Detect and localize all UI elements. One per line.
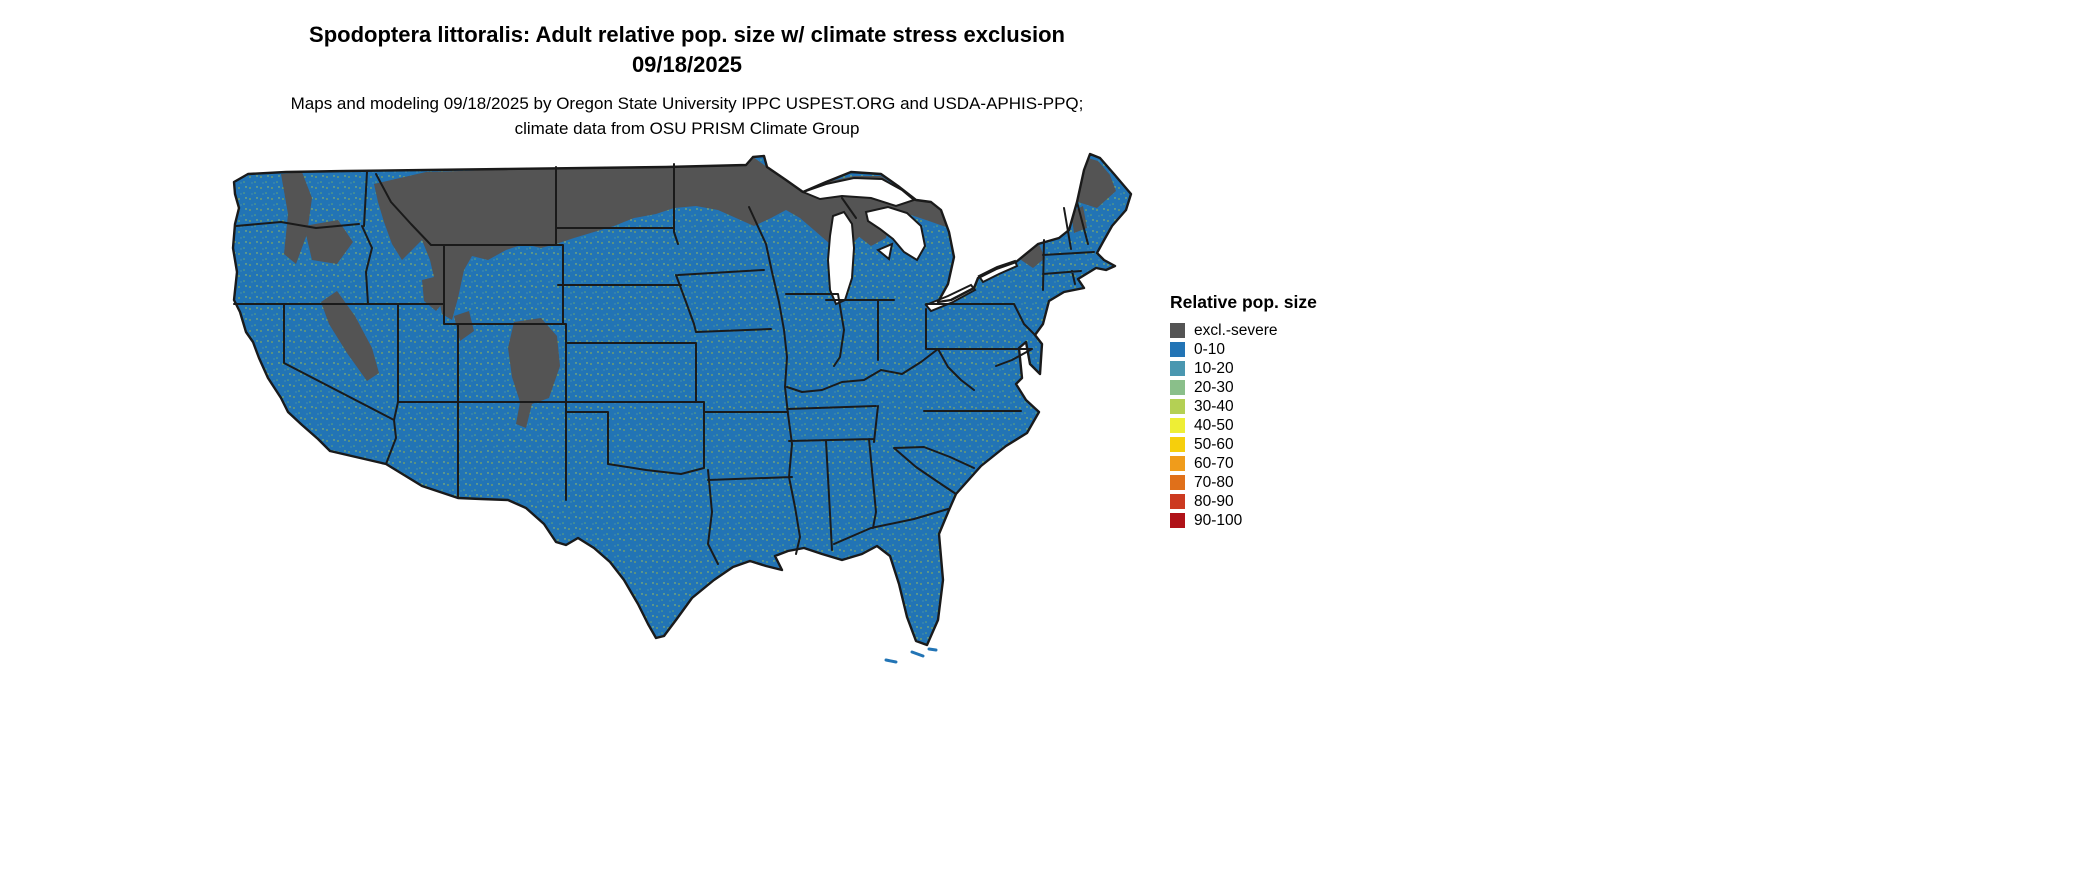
legend-item: 90-100	[1170, 513, 1390, 528]
exclusion-north-region	[374, 157, 946, 320]
legend-swatch	[1170, 342, 1185, 357]
page-subtitle: Maps and modeling 09/18/2025 by Oregon S…	[290, 94, 1084, 138]
lake-superior	[800, 176, 917, 208]
legend-swatch	[1170, 475, 1185, 490]
legend-item-label: 20-30	[1194, 379, 1234, 396]
legend-swatch	[1170, 380, 1185, 395]
legend-item-label: 80-90	[1194, 493, 1234, 510]
lake-ontario	[977, 259, 1019, 284]
florida-keys	[884, 647, 938, 664]
lake-huron	[864, 205, 927, 262]
legend-swatch	[1170, 456, 1185, 471]
exclusion-utah-1	[422, 275, 449, 311]
legend-item-label: 60-70	[1194, 455, 1234, 472]
legend-item: 50-60	[1170, 437, 1390, 452]
legend-item: 20-30	[1170, 380, 1390, 395]
legend-item-label: 70-80	[1194, 474, 1234, 491]
legend-item-label: 30-40	[1194, 398, 1234, 415]
legend-item: 40-50	[1170, 418, 1390, 433]
state-boundaries	[233, 163, 1095, 565]
legend-item-label: 40-50	[1194, 417, 1234, 434]
legend-item-label: 50-60	[1194, 436, 1234, 453]
legend-item: 0-10	[1170, 342, 1390, 357]
legend-item-label: 0-10	[1194, 341, 1226, 358]
legend-swatch	[1170, 418, 1185, 433]
exclusion-colorado-rockies	[508, 318, 560, 428]
us-map-container	[226, 152, 1144, 664]
legend-item: 70-80	[1170, 475, 1390, 490]
legend-item: 80-90	[1170, 494, 1390, 509]
legend-item-label: 90-100	[1194, 512, 1243, 529]
legend-items: excl.-severe 0-10 10-20 20-30 30-40	[1170, 323, 1390, 528]
legend-swatch	[1170, 361, 1185, 376]
legend: Relative pop. size excl.-severe 0-10 10-…	[1170, 292, 1390, 532]
exclusion-cascades	[281, 172, 312, 264]
legend-item: excl.-severe	[1170, 323, 1390, 338]
legend-swatch	[1170, 323, 1185, 338]
legend-item: 10-20	[1170, 361, 1390, 376]
legend-swatch	[1170, 437, 1185, 452]
us-map	[231, 152, 1133, 664]
saginaw-bay	[876, 242, 894, 261]
exclusion-oregon	[304, 220, 353, 264]
legend-swatch	[1170, 494, 1185, 509]
legend-item: 60-70	[1170, 456, 1390, 471]
legend-item-label: 10-20	[1194, 360, 1234, 377]
map-exclusion-regions	[281, 157, 1116, 428]
page-title: Spodoptera littoralis: Adult relative po…	[309, 22, 1065, 78]
legend-item-label: excl.-severe	[1194, 322, 1278, 339]
legend-title: Relative pop. size	[1170, 292, 1317, 312]
legend-swatch	[1170, 513, 1185, 528]
exclusion-sierra	[321, 291, 379, 381]
legend-item: 30-40	[1170, 399, 1390, 414]
legend-swatch	[1170, 399, 1185, 414]
